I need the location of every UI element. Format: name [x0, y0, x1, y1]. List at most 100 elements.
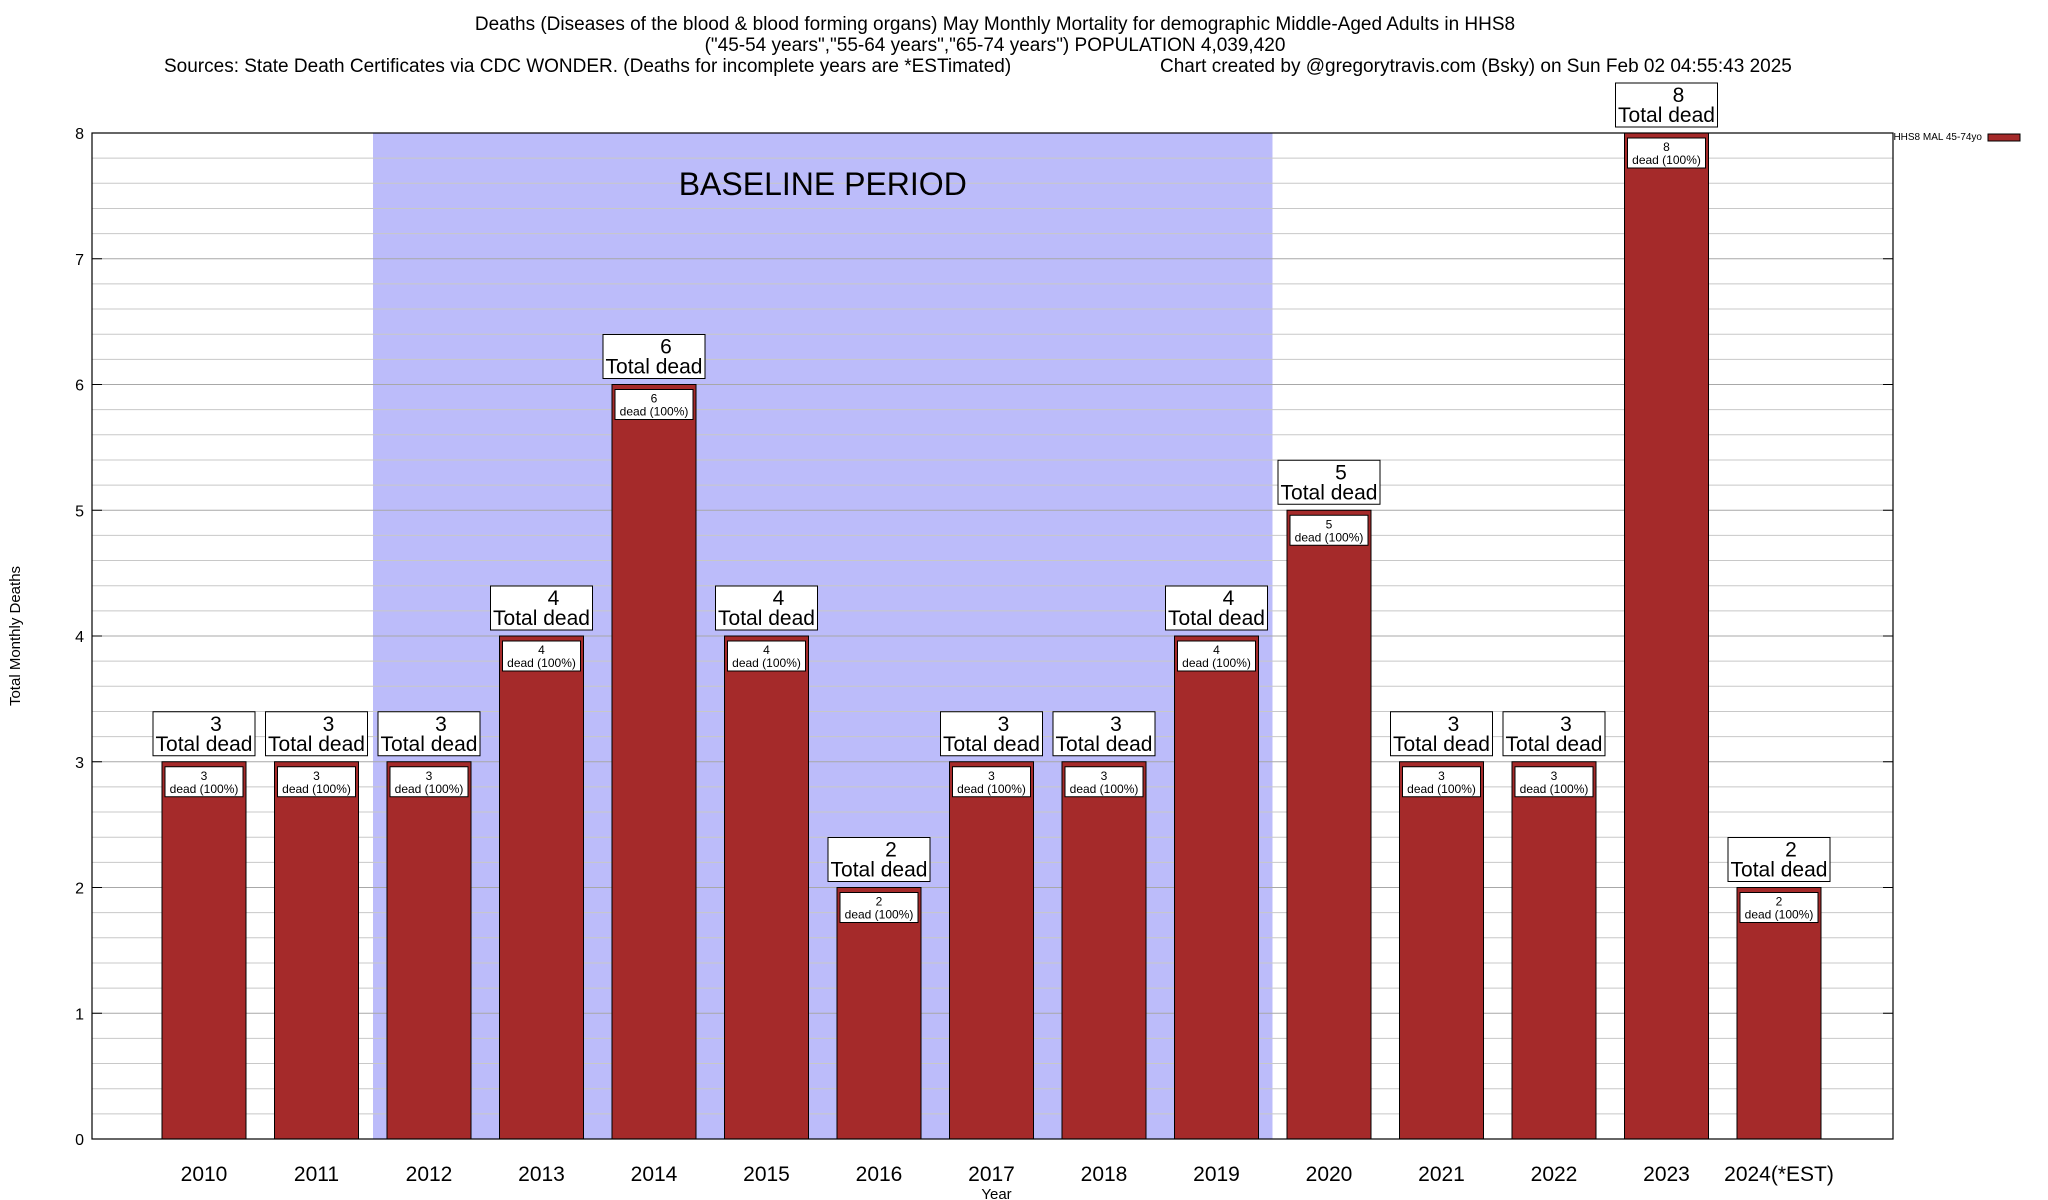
inner-value-label: 3 — [1101, 769, 1108, 783]
top-value-label: 5 — [1335, 461, 1347, 484]
top-value-label: 3 — [323, 713, 335, 736]
top-total-dead-label: Total dead — [606, 356, 703, 379]
y-tick-label: 4 — [75, 629, 84, 646]
top-label-box — [152, 711, 256, 757]
top-label-box — [1502, 711, 1606, 757]
inner-value-label: 4 — [538, 643, 545, 657]
top-total-dead-label: Total dead — [1056, 733, 1153, 756]
inner-value-label: 3 — [1438, 769, 1445, 783]
inner-percent-label: dead (100%) — [1520, 782, 1589, 796]
x-axis-label: Year — [981, 1186, 1011, 1200]
inner-label-box — [277, 766, 356, 798]
inner-value-label: 5 — [1326, 517, 1333, 531]
top-total-dead-label: Total dead — [156, 733, 253, 756]
top-total-dead-label: Total dead — [1393, 733, 1490, 756]
inner-label-box — [614, 389, 694, 420]
bar-2024(*EST) — [1736, 887, 1822, 1140]
y-tick-label: 2 — [75, 881, 84, 898]
inner-percent-label: dead (100%) — [1745, 908, 1814, 922]
top-label-box — [715, 585, 818, 631]
inner-label-box — [1514, 766, 1594, 798]
inner-percent-label: dead (100%) — [1182, 656, 1251, 670]
chart-title: Deaths (Diseases of the blood & blood fo… — [475, 14, 1515, 35]
bar-2016 — [836, 887, 922, 1140]
inner-value-label: 2 — [876, 895, 883, 909]
bar-2014 — [611, 384, 697, 1140]
top-value-label: 3 — [1110, 713, 1122, 736]
y-tick-label: 7 — [75, 252, 84, 269]
x-tick-label: 2018 — [1081, 1163, 1128, 1186]
top-value-label: 8 — [1673, 84, 1685, 107]
x-tick-label: 2019 — [1193, 1163, 1240, 1186]
top-total-dead-label: Total dead — [493, 607, 590, 630]
top-value-label: 3 — [210, 713, 222, 736]
inner-value-label: 2 — [1776, 895, 1783, 909]
inner-label-box — [1627, 137, 1706, 169]
inner-label-box — [1289, 514, 1369, 546]
top-total-dead-label: Total dead — [1618, 104, 1715, 127]
x-tick-label: 2012 — [406, 1163, 453, 1186]
inner-value-label: 3 — [1551, 769, 1558, 783]
chart-sources: Sources: State Death Certificates via CD… — [164, 56, 1011, 77]
y-tick-label: 6 — [75, 378, 84, 395]
inner-label-box — [1739, 892, 1819, 923]
top-value-label: 4 — [773, 587, 785, 610]
top-value-label: 3 — [435, 713, 447, 736]
bar-2010 — [161, 761, 247, 1140]
inner-percent-label: dead (100%) — [1070, 782, 1139, 796]
inner-percent-label: dead (100%) — [282, 782, 351, 796]
inner-value-label: 8 — [1663, 140, 1670, 154]
legend-label: HHS8 MAL 45-74yo — [1893, 132, 1982, 143]
bar-2017 — [949, 761, 1034, 1140]
y-tick-label: 8 — [75, 126, 84, 143]
legend-swatch — [1987, 133, 2021, 142]
inner-percent-label: dead (100%) — [845, 908, 914, 922]
y-tick-label: 3 — [75, 755, 84, 772]
inner-percent-label: dead (100%) — [620, 405, 689, 419]
x-tick-label: 2021 — [1418, 1163, 1465, 1186]
top-total-dead-label: Total dead — [1168, 607, 1265, 630]
inner-percent-label: dead (100%) — [170, 782, 239, 796]
inner-percent-label: dead (100%) — [395, 782, 464, 796]
inner-percent-label: dead (100%) — [1295, 530, 1364, 544]
chart-subtitle: ("45-54 years","55-64 years","65-74 year… — [705, 35, 1286, 56]
top-label-box — [1277, 459, 1381, 505]
inner-label-box — [164, 766, 244, 798]
top-label-box — [940, 711, 1043, 757]
x-tick-label: 2022 — [1531, 1163, 1578, 1186]
top-value-label: 2 — [885, 839, 897, 862]
inner-label-box — [1177, 640, 1256, 672]
top-value-label: 3 — [998, 713, 1010, 736]
inner-value-label: 6 — [651, 392, 658, 406]
top-total-dead-label: Total dead — [381, 733, 478, 756]
bar-2023 — [1624, 132, 1709, 1140]
top-value-label: 3 — [1448, 713, 1460, 736]
y-tick-label: 1 — [75, 1006, 84, 1023]
top-label-box — [1615, 82, 1718, 128]
top-label-box — [1727, 837, 1831, 882]
inner-label-box — [1402, 766, 1481, 798]
x-tick-label: 2010 — [181, 1163, 228, 1186]
top-total-dead-label: Total dead — [268, 733, 365, 756]
bar-2011 — [274, 761, 359, 1140]
inner-label-box — [727, 640, 806, 672]
x-tick-label: 2013 — [518, 1163, 565, 1186]
top-label-box — [1390, 711, 1493, 757]
top-total-dead-label: Total dead — [1506, 733, 1603, 756]
x-tick-label: 2020 — [1306, 1163, 1353, 1186]
top-value-label: 4 — [1223, 587, 1235, 610]
top-total-dead-label: Total dead — [1731, 859, 1828, 882]
inner-label-box — [389, 766, 469, 798]
top-value-label: 3 — [1560, 713, 1572, 736]
inner-value-label: 4 — [763, 643, 770, 657]
inner-percent-label: dead (100%) — [1632, 153, 1701, 167]
top-value-label: 2 — [1785, 839, 1797, 862]
top-label-box — [265, 711, 368, 757]
bar-2020 — [1286, 509, 1372, 1140]
bar-2018 — [1061, 761, 1147, 1140]
top-value-label: 6 — [660, 336, 672, 359]
top-total-dead-label: Total dead — [831, 859, 928, 882]
x-tick-label: 2023 — [1643, 1163, 1690, 1186]
bar-2021 — [1399, 761, 1484, 1140]
